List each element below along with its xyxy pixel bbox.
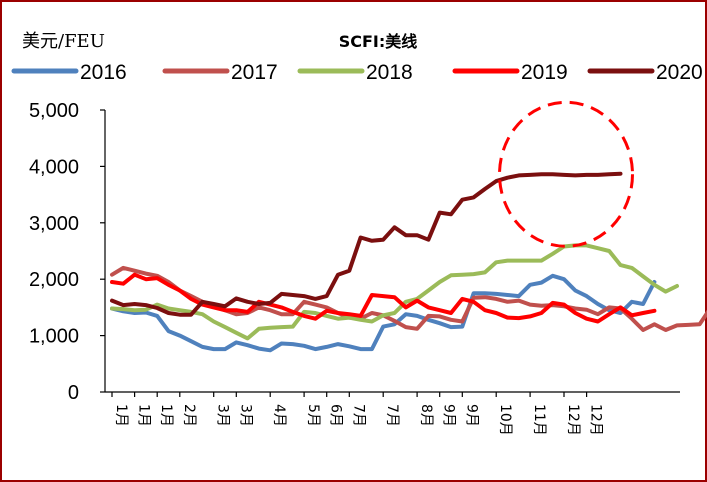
- x-tick-label: 8月: [418, 404, 434, 427]
- x-tick-label: 7月: [384, 404, 400, 427]
- chart-title: SCFI:美线: [339, 32, 418, 51]
- x-tick-label: 5月: [305, 404, 321, 427]
- y-tick-label: 2,000: [29, 269, 79, 291]
- y-tick-label: 5,000: [29, 100, 79, 122]
- annotation-group: [498, 100, 634, 248]
- y-unit-label: 美元/FEU: [22, 31, 105, 52]
- highlight-ellipse: [498, 100, 634, 248]
- x-tick-label: 7月: [350, 404, 366, 427]
- x-tick-label: 10月: [497, 404, 513, 436]
- series-group: [110, 171, 707, 353]
- x-tick-label: 2月: [181, 404, 197, 427]
- y-tick-label: 4,000: [29, 156, 79, 178]
- series-line-2020: [110, 171, 623, 317]
- x-tick-label: 3月: [215, 404, 231, 427]
- x-tick-label: 3月: [237, 404, 253, 427]
- x-tick-label: 6月: [328, 404, 344, 427]
- x-axis: 1月 1月 1月 2月 3月 3月 4月 5月 6月 7月 7月 8月 9月 9月 10月 11月 12月 12月: [105, 391, 680, 436]
- x-tick-label: 11月: [531, 404, 547, 436]
- x-tick-label: 12月: [565, 404, 581, 436]
- x-tick-label: 9月: [463, 404, 479, 427]
- y-axis: 0 1,000 2,000 3,000 4,000 5,000: [29, 100, 106, 404]
- legend-label-2017: 2017: [231, 61, 278, 84]
- legend-label-2016: 2016: [80, 61, 127, 84]
- series-line-2016: [110, 273, 657, 353]
- x-tick-label: 1月: [136, 404, 152, 427]
- legend-label-2018: 2018: [366, 61, 413, 84]
- legend-label-2019: 2019: [521, 61, 568, 84]
- x-tick-label: 1月: [113, 404, 129, 427]
- x-tick-label: 4月: [271, 404, 287, 427]
- legend-label-2020: 2020: [656, 61, 703, 84]
- y-tick-label: 1,000: [29, 326, 79, 348]
- x-tick-label: 9月: [441, 404, 457, 427]
- y-tick-label: 3,000: [29, 213, 79, 235]
- x-tick-label: 12月: [588, 404, 604, 436]
- y-tick-label: 0: [68, 382, 79, 404]
- legend: 2016 2017 2018 2019 2020: [11, 61, 703, 84]
- x-tick-label: 1月: [158, 404, 174, 427]
